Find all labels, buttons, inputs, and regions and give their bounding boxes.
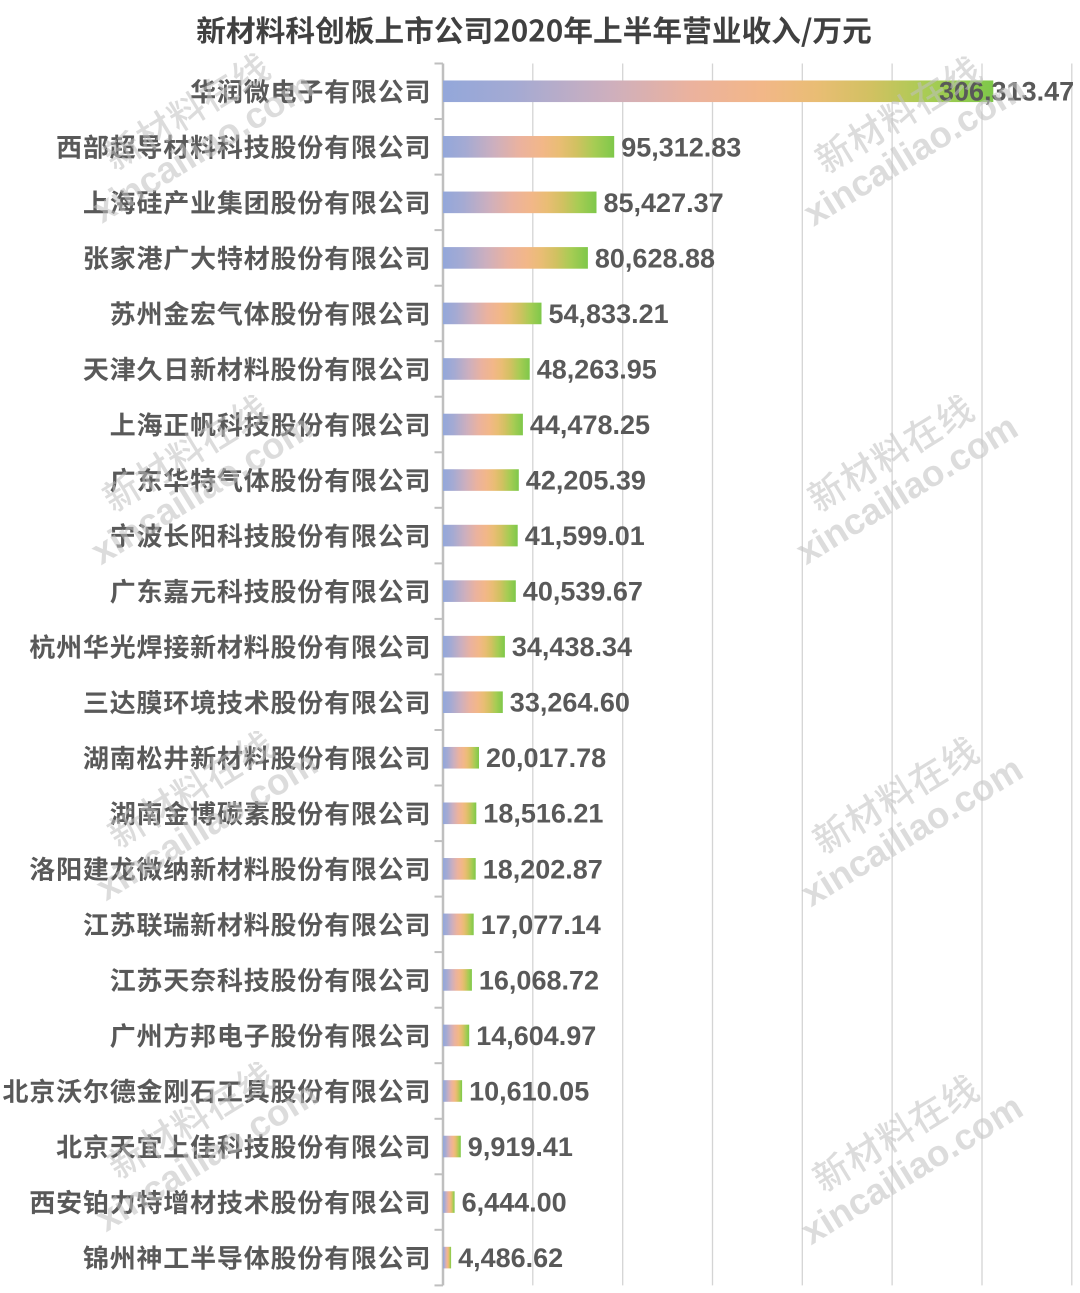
svg-text:54,833.21: 54,833.21 <box>549 299 669 329</box>
svg-text:9,919.41: 9,919.41 <box>468 1132 573 1162</box>
svg-text:306,313.47: 306,313.47 <box>939 77 1074 107</box>
svg-text:44,478.25: 44,478.25 <box>530 410 650 440</box>
svg-text:42,205.39: 42,205.39 <box>526 466 646 496</box>
svg-text:85,427.37: 85,427.37 <box>604 188 724 218</box>
svg-text:48,263.95: 48,263.95 <box>537 354 657 384</box>
svg-text:17,077.14: 17,077.14 <box>481 910 601 940</box>
svg-text:10,610.05: 10,610.05 <box>469 1076 589 1106</box>
svg-text:16,068.72: 16,068.72 <box>479 965 599 995</box>
svg-text:18,516.21: 18,516.21 <box>483 799 603 829</box>
svg-text:34,438.34: 34,438.34 <box>512 632 632 662</box>
svg-text:4,486.62: 4,486.62 <box>458 1243 563 1273</box>
svg-text:41,599.01: 41,599.01 <box>525 521 645 551</box>
svg-text:6,444.00: 6,444.00 <box>462 1188 567 1218</box>
svg-text:40,539.67: 40,539.67 <box>523 577 643 607</box>
svg-text:20,017.78: 20,017.78 <box>486 743 606 773</box>
svg-text:18,202.87: 18,202.87 <box>483 854 603 884</box>
svg-text:14,604.97: 14,604.97 <box>476 1021 596 1051</box>
svg-text:80,628.88: 80,628.88 <box>595 243 715 273</box>
svg-text:33,264.60: 33,264.60 <box>510 688 630 718</box>
svg-text:95,312.83: 95,312.83 <box>621 132 741 162</box>
